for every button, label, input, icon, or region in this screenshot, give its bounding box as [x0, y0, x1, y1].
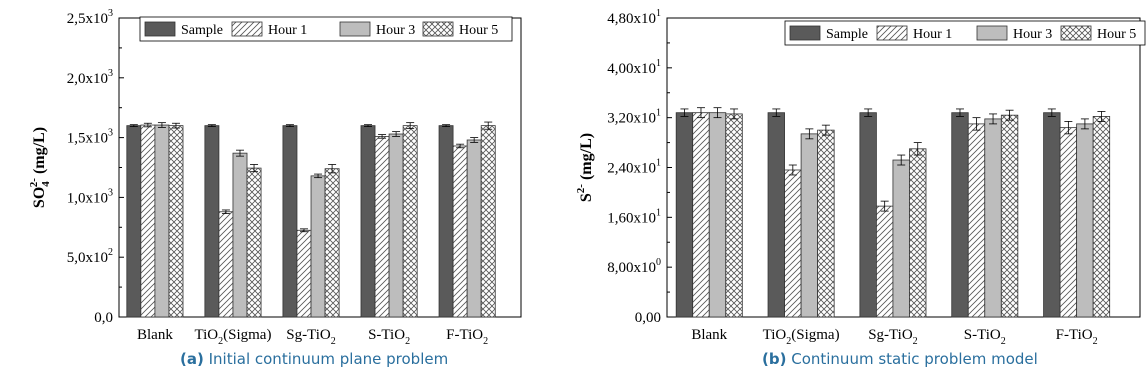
legend: Sample Hour 1 Hour 3 Hour 5	[784, 20, 1146, 46]
y-tick-label: 0,00	[635, 310, 661, 326]
bar-hour-3	[984, 118, 1002, 318]
bar-sample	[438, 125, 454, 318]
y-tick-label: 5,0x102	[67, 247, 113, 266]
y-axis-label: SO42- (mg/L)	[28, 127, 52, 208]
legend-swatch-hour-1	[231, 21, 263, 37]
chart-b-container: 0,00 8,00x100 1,60x101 2,40x101 3,20x101 4,00…	[575, 0, 1147, 347]
x-tick-label: Sg-TiO2	[868, 327, 917, 345]
bar-sample	[204, 125, 220, 318]
bar-hour-3	[800, 133, 819, 318]
x-tick-label: F-TiO2	[1056, 327, 1098, 345]
legend-swatch-sample	[789, 25, 821, 41]
y-tick-label: 1,5x103	[67, 128, 113, 147]
bar-hour-1	[452, 145, 468, 318]
bar-hour-5	[909, 148, 927, 318]
bar-hour-1	[876, 205, 894, 318]
x-tick-label: Sg-TiO2	[286, 327, 335, 345]
bar-hour-3	[232, 152, 248, 318]
legend-label-hour-3: Hour 3	[1013, 27, 1052, 42]
bar-hour-5	[817, 129, 835, 318]
legend-swatch-hour-5	[1060, 25, 1092, 41]
bar-hour-1	[967, 123, 986, 318]
legend-label-sample: Sample	[181, 23, 223, 38]
y-tick-label: 1,0x103	[67, 187, 113, 206]
x-tick-label: Blank	[137, 327, 173, 343]
x-tick-label: TiO2(Sigma)	[763, 327, 840, 345]
bar-hour-3	[154, 124, 170, 318]
bar-sample	[767, 112, 785, 318]
legend-label-hour-5: Hour 5	[459, 23, 498, 38]
caption-b-text: Continuum static problem model	[786, 350, 1038, 368]
y-tick-label: 8,00x100	[607, 257, 661, 276]
y-tick-label: 4,80x101	[607, 8, 661, 27]
bar-hour-1	[374, 136, 390, 318]
x-tick-label: S-TiO2	[368, 327, 410, 345]
bar-hour-1	[784, 169, 802, 318]
caption-b: (b) Continuum static problem model	[762, 350, 1038, 368]
bar-hour-5	[402, 125, 418, 318]
y-tick-label: 2,0x103	[67, 68, 113, 87]
bar-sample	[951, 112, 969, 318]
legend-label-sample: Sample	[826, 27, 868, 42]
bar-hour-5	[324, 168, 340, 318]
legend-swatch-hour-1	[876, 25, 908, 41]
bar-hour-3	[708, 112, 727, 318]
y-axis-label: S2- (mg/L)	[575, 133, 595, 202]
bar-hour-5	[168, 125, 184, 318]
chart-b-svg: 0,00 8,00x100 1,60x101 2,40x101 3,20x101 4,00…	[575, 8, 1146, 347]
chart-a-svg: 0,0 5,0x102 1,0x103 1,5x103 2,0x103 2,5x103 SO…	[28, 8, 522, 347]
bar-hour-1	[296, 229, 312, 318]
bar-sample	[859, 112, 877, 318]
legend-swatch-hour-3	[976, 25, 1008, 41]
y-tick-label: 4,00x101	[607, 58, 661, 77]
y-tick-label: 3,20x101	[607, 108, 661, 127]
bar-hour-3	[1076, 123, 1094, 318]
y-tick-label: 2,5x103	[67, 8, 113, 27]
bar-hour-3	[310, 175, 326, 318]
x-tick-label: F-TiO2	[446, 327, 488, 345]
legend-label-hour-1: Hour 1	[268, 23, 307, 38]
bar-hour-1	[1059, 127, 1078, 318]
legend-swatch-hour-3	[339, 21, 371, 37]
x-tick-label: Blank	[691, 327, 727, 343]
bar-hour-1	[692, 112, 710, 318]
caption-b-tag: (b)	[762, 350, 787, 368]
legend-label-hour-5: Hour 5	[1097, 27, 1136, 42]
bar-hour-5	[725, 113, 743, 318]
bar-hour-1	[218, 211, 234, 318]
bar-hour-5	[480, 125, 496, 318]
x-tick-label: S-TiO2	[964, 327, 1006, 345]
chart-a-container: 0,0 5,0x102 1,0x103 1,5x103 2,0x103 2,5x103 SO…	[0, 0, 575, 347]
caption-a: (a) Initial continuum plane problem	[180, 350, 448, 368]
bar-hour-5	[246, 167, 262, 318]
legend: Sample Hour 1 Hour 3 Hour 5	[139, 16, 513, 42]
bar-hour-5	[1092, 116, 1111, 318]
bar-sample	[126, 125, 142, 318]
bar-hour-1	[140, 124, 156, 318]
y-tick-label: 0,0	[94, 310, 113, 326]
bar-hour-3	[892, 159, 910, 318]
legend-swatch-sample	[144, 21, 176, 37]
bar-hour-5	[1000, 114, 1019, 318]
y-tick-label: 1,60x101	[607, 207, 661, 226]
bar-sample	[360, 125, 376, 318]
caption-a-text: Initial continuum plane problem	[203, 350, 449, 368]
bar-sample	[675, 112, 694, 318]
legend-label-hour-3: Hour 3	[376, 23, 415, 38]
legend-swatch-hour-5	[422, 21, 454, 37]
x-tick-label: TiO2(Sigma)	[194, 327, 271, 345]
bar-sample	[282, 125, 298, 318]
bar-hour-3	[388, 133, 404, 318]
legend-label-hour-1: Hour 1	[913, 27, 952, 42]
bar-hour-3	[466, 139, 482, 318]
y-tick-label: 2,40x101	[607, 158, 661, 177]
caption-a-tag: (a)	[180, 350, 204, 368]
bar-sample	[1043, 112, 1061, 318]
